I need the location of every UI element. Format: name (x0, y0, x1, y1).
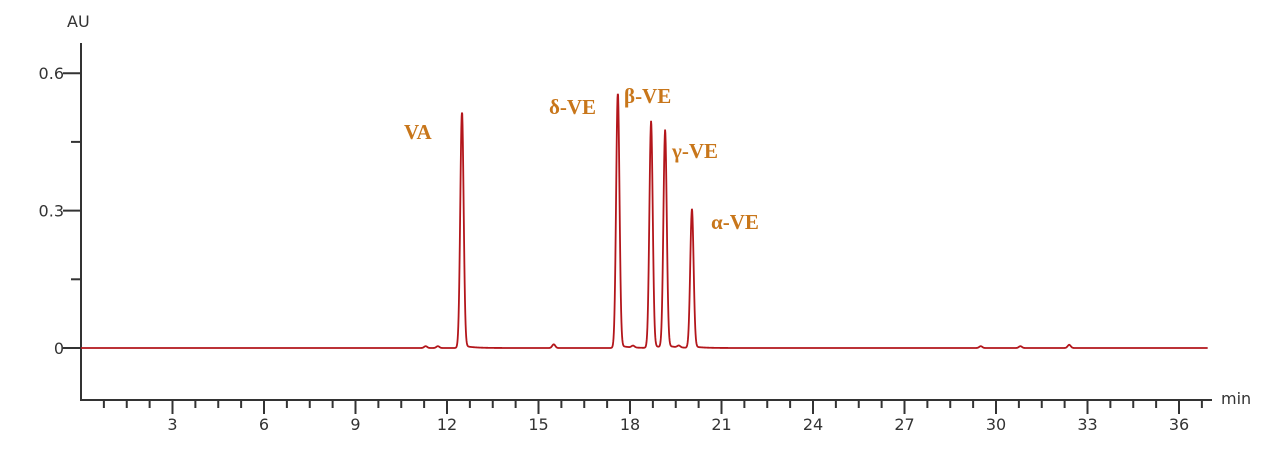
x-axis-label: min (1221, 389, 1251, 408)
peak-labels: VA δ-VE β-VE γ-VE α-VE (404, 84, 759, 234)
peak-label: γ-VE (671, 139, 718, 163)
x-tick-label: 12 (437, 415, 457, 434)
x-tick-label: 15 (528, 415, 548, 434)
x-tick-label: 18 (620, 415, 640, 434)
x-tick-label: 9 (350, 415, 360, 434)
x-tick-label: 30 (986, 415, 1006, 434)
y-tick-label: 0 (54, 339, 64, 358)
peak-label: VA (404, 120, 432, 144)
y-axis-label: AU (67, 12, 90, 31)
axes: AU min (67, 12, 1251, 408)
chromatogram-trace (81, 93, 1208, 349)
x-tick-label: 21 (711, 415, 731, 434)
y-tick-label: 0.6 (39, 64, 64, 83)
peak-label: δ-VE (549, 95, 596, 119)
x-tick-label: 3 (167, 415, 177, 434)
y-tick-label: 0.3 (39, 202, 64, 221)
x-tick-label: 33 (1077, 415, 1097, 434)
peak-label: α-VE (711, 210, 759, 234)
x-tick-label: 24 (803, 415, 823, 434)
x-tick-label: 6 (259, 415, 269, 434)
peak-label: β-VE (624, 84, 671, 108)
x-tick-label: 36 (1169, 415, 1189, 434)
x-tick-label: 27 (894, 415, 914, 434)
